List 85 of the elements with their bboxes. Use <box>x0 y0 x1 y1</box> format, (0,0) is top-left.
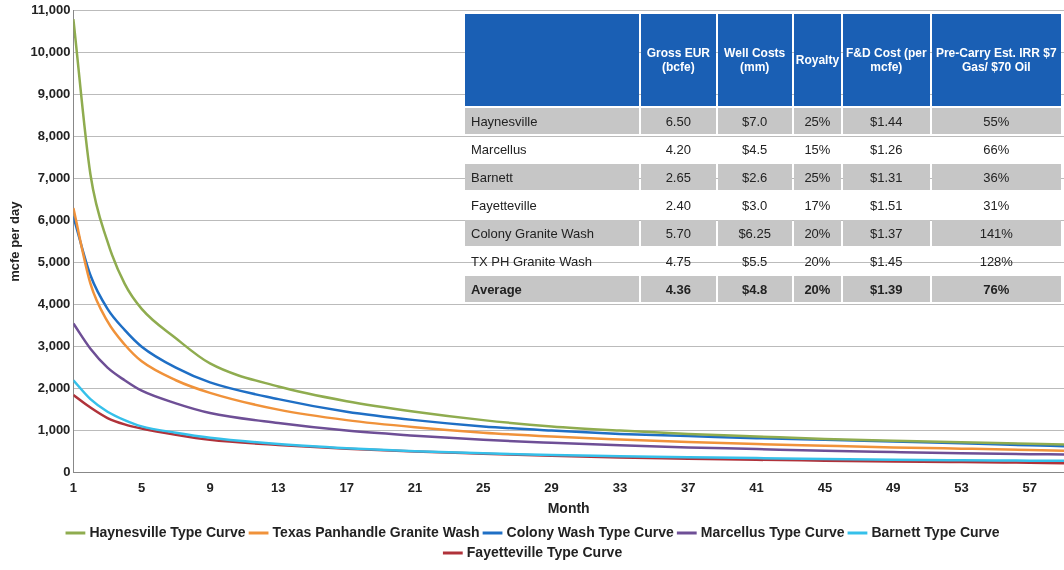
text: 6.50 <box>665 113 691 129</box>
line-series <box>73 322 1064 456</box>
category-label: Gross EUR (bcfe) <box>641 14 716 106</box>
x-tick-label: 21 <box>407 479 423 495</box>
text: 55% <box>983 113 1010 129</box>
x-axis-title: Month <box>547 500 590 517</box>
text: 20% <box>804 281 831 297</box>
text: $3.0 <box>742 197 768 213</box>
category-label: Haynesville <box>471 113 538 129</box>
y-tick-label: 10,000 <box>30 44 71 60</box>
text: 2.65 <box>665 169 691 185</box>
text: $1.26 <box>870 141 903 157</box>
y-tick-label: 0 <box>63 464 71 480</box>
text: $4.8 <box>742 281 768 297</box>
y-tick-label: 8,000 <box>37 128 71 144</box>
text: 17% <box>804 197 831 213</box>
x-tick-label: 9 <box>206 479 214 495</box>
text: $1.39 <box>870 281 903 297</box>
line-series <box>73 17 1064 446</box>
y-tick-label: 5,000 <box>37 254 71 270</box>
category-label: TX PH Granite Wash <box>471 253 592 269</box>
category-label: Fayetteville <box>471 197 537 213</box>
y-tick-label: 2,000 <box>37 380 71 396</box>
y-tick-label: 4,000 <box>37 296 71 312</box>
text: 25% <box>804 113 831 129</box>
text: 76% <box>983 281 1010 297</box>
text: $1.31 <box>870 169 903 185</box>
category-label: Colony Granite Wash <box>471 225 595 241</box>
y-tick-label: 7,000 <box>37 170 71 186</box>
text: $1.51 <box>870 197 903 213</box>
category-label: Well Costs (mm) <box>717 14 792 106</box>
line-series <box>73 378 1064 463</box>
legend-label: Barnett Type Curve <box>871 523 1000 540</box>
text: $2.6 <box>742 169 768 185</box>
text: $1.44 <box>870 113 903 129</box>
text: 31% <box>983 197 1010 213</box>
x-tick-label: 57 <box>1022 479 1038 495</box>
text: 66% <box>983 141 1010 157</box>
text: 4.36 <box>665 281 691 297</box>
category-label: Marcellus <box>471 141 527 157</box>
legend-label: Haynesville Type Curve <box>89 523 246 540</box>
text: $7.0 <box>742 113 768 129</box>
legend-label: Fayetteville Type Curve <box>466 543 623 560</box>
text: 2.40 <box>665 197 691 213</box>
legend-label: Texas Panhandle Granite Wash <box>272 523 480 540</box>
y-axis-title: mcfe per day <box>7 200 23 282</box>
x-tick-label: 45 <box>817 479 833 495</box>
text: 20% <box>804 253 831 269</box>
category-label: Royalty <box>793 14 842 106</box>
x-tick-label: 1 <box>69 479 77 495</box>
y-tick-label: 1,000 <box>37 422 71 438</box>
text: 20% <box>804 225 831 241</box>
text: 15% <box>804 141 831 157</box>
x-tick-label: 41 <box>749 479 764 495</box>
x-tick-label: 29 <box>544 479 559 495</box>
text: $4.5 <box>742 141 768 157</box>
x-tick-label: 49 <box>885 479 901 495</box>
y-tick-label: 6,000 <box>37 212 71 228</box>
legend-label: Marcellus Type Curve <box>700 523 845 540</box>
x-tick-label: 33 <box>612 479 628 495</box>
x-tick-label: 13 <box>271 479 286 495</box>
x-tick-label: 25 <box>476 479 491 495</box>
x-tick-label: 17 <box>339 479 354 495</box>
x-tick-label: 53 <box>954 479 969 495</box>
category-label: Barnett <box>471 169 513 185</box>
x-tick-label: 5 <box>138 479 146 495</box>
text: $1.45 <box>870 253 903 269</box>
text: 128% <box>979 253 1013 269</box>
x-tick-label: 37 <box>681 479 696 495</box>
legend-label: Colony Wash Type Curve <box>506 523 674 540</box>
text: 36% <box>983 169 1010 185</box>
category-label: Pre-Carry Est. IRR $7 Gas/ $70 Oil <box>931 14 1061 106</box>
text: 25% <box>804 169 831 185</box>
text: 4.75 <box>665 253 691 269</box>
text: $5.5 <box>742 253 768 269</box>
y-tick-label: 9,000 <box>37 86 71 102</box>
text: 4.20 <box>665 141 691 157</box>
text: 141% <box>979 225 1013 241</box>
category-label: Average <box>471 281 522 297</box>
text: $6.25 <box>738 225 771 241</box>
text: 5.70 <box>665 225 691 241</box>
y-tick-label: 11,000 <box>31 2 71 18</box>
text: $1.37 <box>870 225 903 241</box>
category-label: F&D Cost (per mcfe) <box>843 14 930 106</box>
y-tick-label: 3,000 <box>37 338 71 354</box>
